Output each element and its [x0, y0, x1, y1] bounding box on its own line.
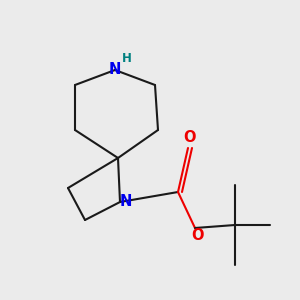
Text: O: O — [192, 229, 204, 244]
Text: O: O — [184, 130, 196, 146]
Text: H: H — [122, 52, 132, 64]
Text: N: N — [120, 194, 132, 209]
Text: N: N — [109, 62, 121, 77]
